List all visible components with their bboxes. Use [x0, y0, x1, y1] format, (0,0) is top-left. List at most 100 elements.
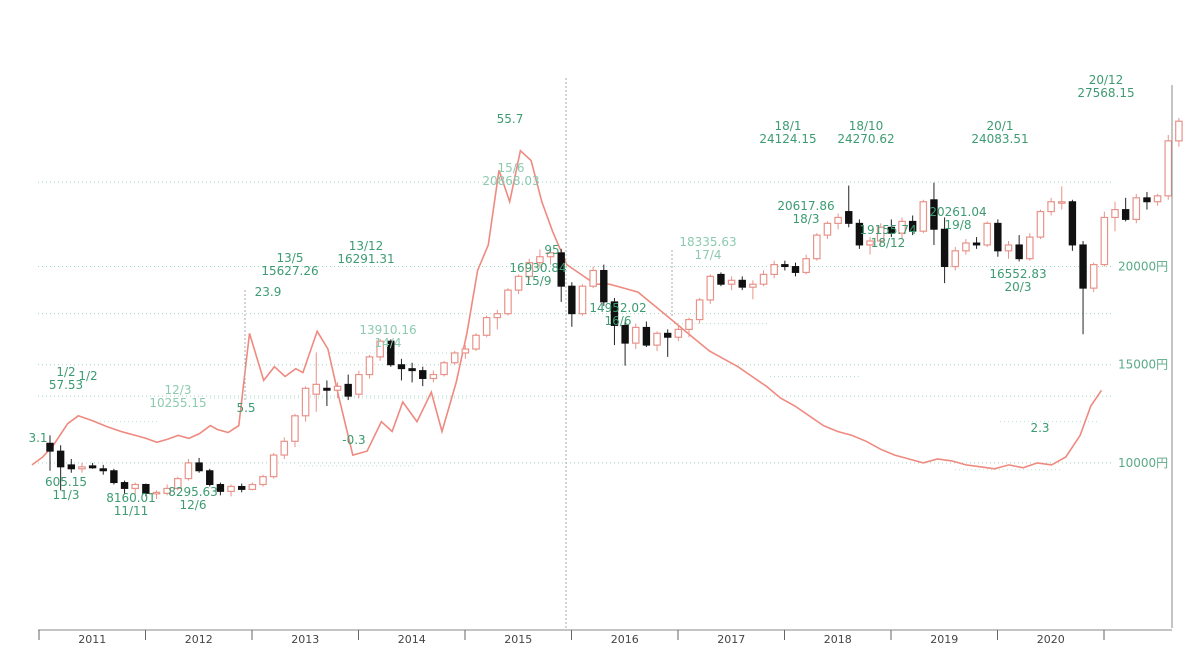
candle-body: [408, 368, 416, 372]
candle: [1121, 197, 1130, 222]
candle: [142, 483, 150, 497]
candle-body: [67, 464, 75, 470]
candle-body: [344, 383, 352, 397]
candle: [1068, 199, 1077, 251]
candle: [962, 239, 970, 255]
candle-body: [1025, 236, 1034, 260]
candle-body: [1057, 201, 1066, 204]
candle: [876, 223, 885, 245]
candle-body: [131, 483, 140, 490]
candle: [994, 219, 1002, 257]
candle-body: [1068, 201, 1077, 246]
candle-body: [355, 373, 363, 395]
candle: [578, 284, 587, 316]
candle: [770, 260, 779, 279]
candle-body: [195, 462, 203, 472]
candle-body: [823, 222, 832, 236]
candle: [546, 248, 555, 265]
annotation-value: 20868.03: [482, 174, 539, 188]
annotation-value: 16291.31: [337, 252, 394, 266]
candle: [1015, 235, 1023, 262]
annotation-date: 12/3: [165, 383, 192, 397]
candle: [67, 458, 75, 473]
candle-body: [504, 289, 512, 315]
year-label-2016: 2016: [611, 633, 639, 646]
annotation-value: 24124.15: [759, 132, 816, 146]
candle: [163, 484, 171, 496]
candle-body: [440, 362, 448, 376]
candle-body: [525, 262, 534, 277]
candle: [983, 221, 992, 247]
candle-body: [1175, 120, 1183, 142]
candle: [110, 468, 118, 485]
candle: [834, 213, 842, 230]
candle-body: [1111, 209, 1119, 219]
candle-body: [1100, 216, 1109, 266]
year-label-2017: 2017: [717, 633, 745, 646]
candle-body: [770, 263, 779, 275]
candle-body: [919, 201, 928, 232]
candle: [664, 329, 672, 357]
annotation-date: 20/1: [987, 119, 1014, 133]
candle: [589, 266, 597, 289]
candle-body: [269, 454, 278, 478]
indicator-label: 95: [544, 243, 559, 257]
annotation-date: 20/3: [1005, 280, 1032, 294]
candle: [706, 274, 715, 304]
candle-body: [429, 373, 438, 380]
annotation-value: 57.53: [49, 378, 83, 392]
candle: [1025, 233, 1034, 261]
indicator-label: 23.9: [255, 285, 282, 299]
candle: [866, 237, 874, 255]
candle-body: [227, 485, 235, 492]
candle: [717, 272, 725, 287]
year-label-2020: 2020: [1037, 633, 1065, 646]
annotation-date: 18/12: [871, 236, 906, 250]
year-label-2015: 2015: [504, 633, 532, 646]
candle: [387, 339, 395, 367]
candle-body: [152, 491, 161, 495]
candle-body: [78, 466, 86, 470]
indicator-label: -0.3: [342, 433, 365, 447]
candle: [1111, 201, 1119, 232]
candle-body: [259, 476, 267, 486]
candle: [749, 280, 757, 300]
candle: [1132, 193, 1141, 224]
candle-body: [99, 468, 107, 472]
price-tick-label: 20000円: [1118, 260, 1168, 274]
candle: [493, 309, 502, 330]
candle: [450, 350, 459, 365]
candle-body: [631, 326, 640, 344]
candle: [376, 338, 384, 361]
candle: [301, 386, 310, 422]
candle-body: [653, 332, 661, 346]
candle: [908, 215, 917, 236]
candle: [184, 458, 193, 481]
candle-body: [206, 470, 214, 486]
price-tick-label: 10000円: [1118, 456, 1168, 470]
candle-body: [802, 258, 810, 274]
candle-body: [1047, 201, 1055, 213]
candle: [610, 297, 619, 346]
candle-body: [621, 324, 629, 344]
candle-body: [759, 273, 768, 285]
candle: [419, 366, 427, 387]
candle-body: [142, 484, 150, 494]
candle: [738, 276, 746, 291]
candle-body: [546, 252, 555, 258]
candle-body: [674, 328, 683, 338]
candle: [1164, 134, 1173, 200]
annotation-date: 18/10: [849, 119, 884, 133]
candle-body: [1153, 195, 1162, 203]
candle: [568, 282, 576, 327]
annotation-date: 15/9: [525, 274, 552, 288]
candle-body: [514, 275, 523, 291]
candle: [940, 217, 949, 284]
